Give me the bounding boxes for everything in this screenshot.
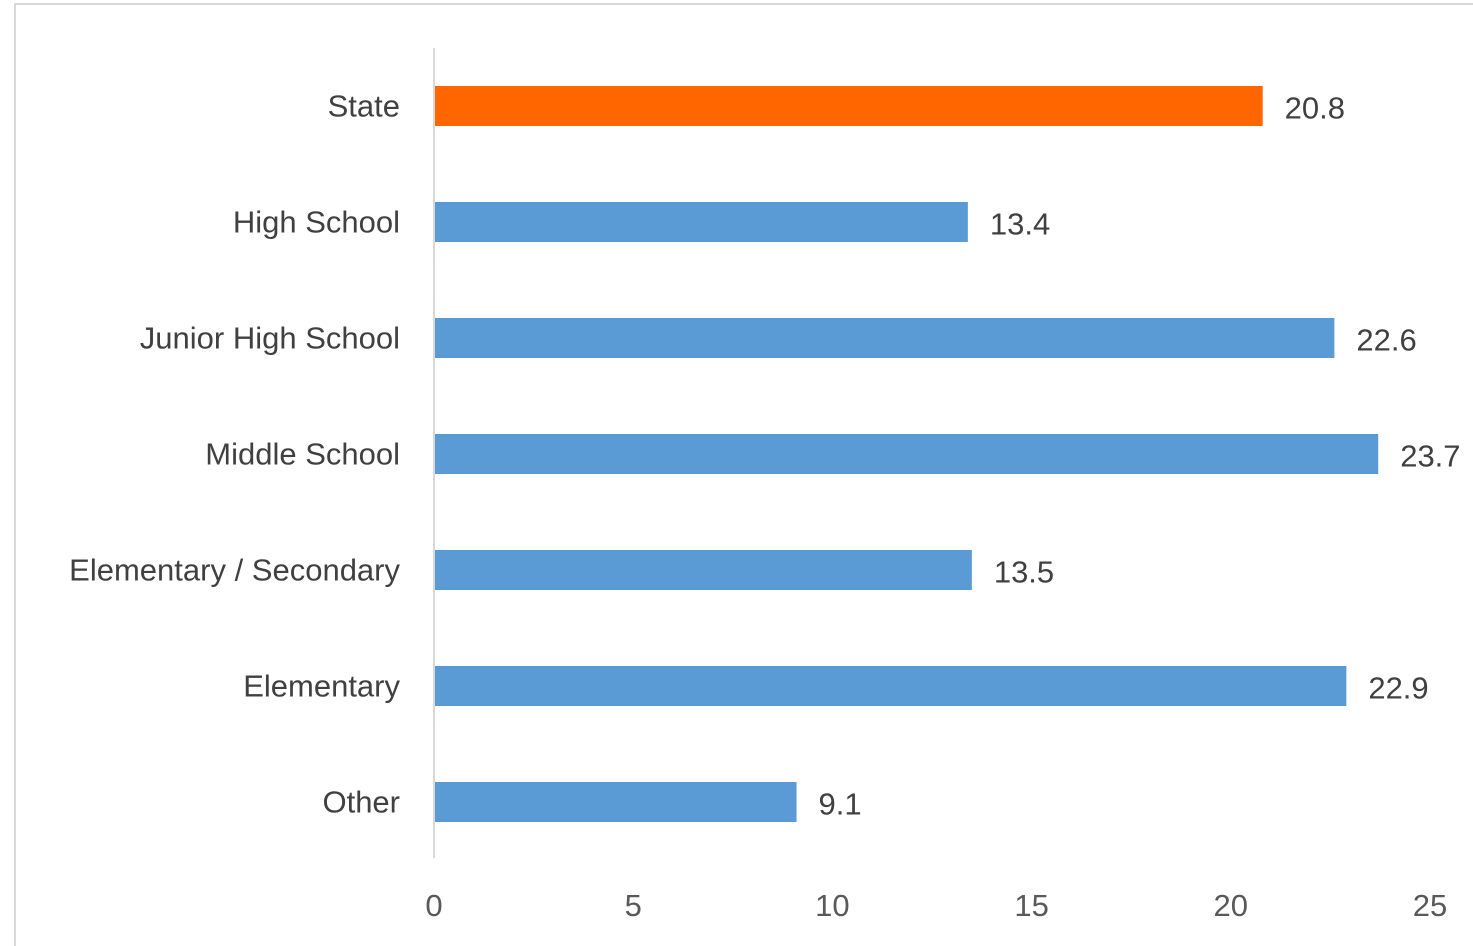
value-label-elementary-secondary: 13.5 — [994, 555, 1054, 590]
bar-elementary — [435, 666, 1346, 706]
category-labels-group: State High School Junior High School Middle… — [69, 89, 400, 820]
x-tick-label-25: 25 — [1413, 888, 1447, 923]
x-tick-label-5: 5 — [625, 888, 642, 923]
value-label-junior-high-school: 22.6 — [1356, 323, 1416, 358]
bar-other — [435, 782, 797, 822]
category-label-high-school: High School — [233, 205, 400, 240]
value-label-elementary: 22.9 — [1368, 671, 1428, 706]
category-label-elementary: Elementary — [243, 669, 400, 704]
value-label-middle-school: 23.7 — [1400, 439, 1460, 474]
value-label-other: 9.1 — [819, 787, 862, 822]
category-label-middle-school: Middle School — [205, 437, 400, 472]
bars-group — [435, 86, 1378, 822]
category-label-junior-high-school: Junior High School — [140, 321, 400, 356]
bar-elementary-secondary — [435, 550, 972, 590]
bar-high-school — [435, 202, 968, 242]
x-axis-ticks-group: 0 5 10 15 20 25 — [425, 888, 1447, 923]
x-tick-label-20: 20 — [1214, 888, 1248, 923]
bar-junior-high-school — [435, 318, 1334, 358]
category-label-elementary-secondary: Elementary / Secondary — [69, 553, 400, 588]
value-label-state: 20.8 — [1285, 91, 1345, 126]
value-label-high-school: 13.4 — [990, 207, 1050, 242]
bar-state — [435, 86, 1263, 126]
x-tick-label-15: 15 — [1014, 888, 1048, 923]
category-label-state: State — [328, 89, 400, 124]
x-tick-label-0: 0 — [425, 888, 442, 923]
x-tick-label-10: 10 — [815, 888, 849, 923]
bar-middle-school — [435, 434, 1378, 474]
category-label-other: Other — [322, 785, 400, 820]
